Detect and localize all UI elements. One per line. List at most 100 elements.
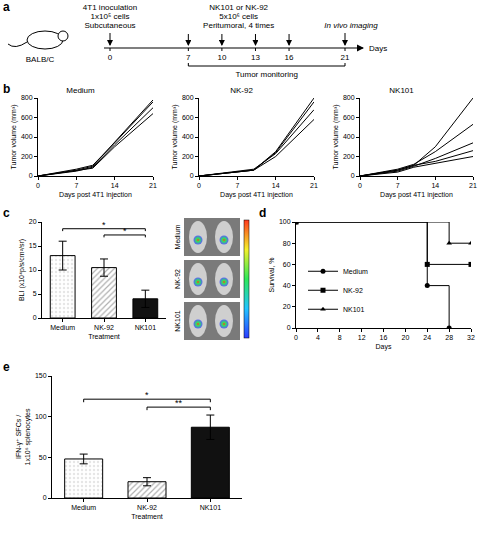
svg-text:7: 7: [235, 182, 239, 189]
svg-text:100: 100: [35, 413, 47, 420]
svg-text:NK-92: NK-92: [94, 324, 114, 331]
svg-text:Days post 4T1 injection: Days post 4T1 injection: [220, 191, 293, 199]
svg-text:7: 7: [186, 53, 191, 62]
svg-text:20: 20: [29, 218, 37, 225]
svg-text:7: 7: [396, 182, 400, 189]
svg-text:Survival, %: Survival, %: [268, 257, 275, 292]
svg-text:Days post 4T1 injection: Days post 4T1 injection: [380, 191, 453, 199]
svg-text:400: 400: [21, 133, 33, 140]
svg-text:80: 80: [283, 240, 291, 247]
svg-text:0: 0: [197, 182, 201, 189]
html-text:d: d: [259, 206, 267, 220]
svg-text:0: 0: [108, 53, 113, 62]
svg-text:Days post 4T1 injection: Days post 4T1 injection: [59, 191, 132, 199]
svg-text:21: 21: [341, 53, 350, 62]
svg-text:Treatment: Treatment: [88, 333, 120, 340]
svg-text:BLI (x10⁴p/s/cm²/sr): BLI (x10⁴p/s/cm²/sr): [18, 239, 26, 301]
svg-text:21: 21: [310, 182, 318, 189]
svg-text:IFN-γ⁺ SFCs /1x10⁶ splenocytes: IFN-γ⁺ SFCs /1x10⁶ splenocytes: [15, 408, 32, 465]
svg-text:Subcutaneous: Subcutaneous: [84, 21, 135, 30]
svg-text:14: 14: [111, 182, 119, 189]
svg-text:NK101: NK101: [135, 324, 157, 331]
svg-text:NK101 or NK-92: NK101 or NK-92: [209, 3, 268, 12]
svg-text:14: 14: [431, 182, 439, 189]
svg-text:800: 800: [182, 94, 194, 101]
svg-text:200: 200: [21, 153, 33, 160]
svg-text:21: 21: [149, 182, 157, 189]
svg-text:**: **: [175, 398, 183, 408]
svg-text:NK-92: NK-92: [343, 287, 363, 294]
svg-text:*: *: [123, 226, 127, 236]
svg-text:40: 40: [283, 282, 291, 289]
svg-text:20: 20: [401, 334, 409, 341]
svg-text:0: 0: [33, 314, 37, 321]
svg-text:0: 0: [287, 324, 291, 331]
svg-text:0: 0: [358, 182, 362, 189]
svg-text:10: 10: [217, 53, 226, 62]
svg-text:60: 60: [283, 261, 291, 268]
svg-text:0: 0: [294, 334, 298, 341]
svg-text:5: 5: [33, 290, 37, 297]
svg-text:Medium: Medium: [50, 324, 75, 331]
svg-text:NK101: NK101: [174, 310, 181, 332]
svg-text:NK-92: NK-92: [174, 269, 181, 289]
svg-text:0: 0: [351, 172, 355, 179]
svg-text:800: 800: [343, 94, 355, 101]
svg-text:100: 100: [279, 218, 291, 225]
svg-text:15: 15: [29, 242, 37, 249]
svg-text:Tumor volume (mm³): Tumor volume (mm³): [10, 104, 18, 169]
svg-text:0: 0: [29, 172, 33, 179]
svg-text:Medium: Medium: [66, 86, 95, 95]
svg-text:14: 14: [272, 182, 280, 189]
svg-text:Days: Days: [369, 44, 387, 53]
svg-text:7: 7: [74, 182, 78, 189]
svg-text:Tumor volume (mm³): Tumor volume (mm³): [332, 104, 340, 169]
svg-text:Medium: Medium: [174, 224, 181, 249]
svg-text:NK-92: NK-92: [230, 86, 253, 95]
svg-text:In vivo imaging: In vivo imaging: [324, 21, 378, 30]
svg-text:Medium: Medium: [343, 268, 368, 275]
svg-text:28: 28: [445, 334, 453, 341]
svg-text:10: 10: [29, 266, 37, 273]
svg-text:16: 16: [285, 53, 294, 62]
svg-text:NK101: NK101: [200, 504, 222, 511]
svg-text:32: 32: [467, 334, 475, 341]
svg-text:*: *: [145, 390, 149, 400]
svg-text:*: *: [102, 220, 106, 230]
svg-text:400: 400: [182, 133, 194, 140]
svg-text:50: 50: [39, 454, 47, 461]
svg-text:5x10⁶ cells: 5x10⁶ cells: [219, 12, 258, 21]
svg-text:Medium: Medium: [71, 504, 96, 511]
svg-text:1x10⁵ cells: 1x10⁵ cells: [91, 12, 130, 21]
svg-text:0: 0: [36, 182, 40, 189]
svg-text:4: 4: [316, 334, 320, 341]
svg-text:0: 0: [190, 172, 194, 179]
svg-text:Tumor volume (mm³): Tumor volume (mm³): [171, 104, 179, 169]
svg-text:NK101: NK101: [389, 86, 414, 95]
svg-text:BALB/C: BALB/C: [26, 55, 55, 64]
svg-text:800: 800: [21, 94, 33, 101]
svg-text:NK101: NK101: [343, 306, 365, 313]
svg-text:4T1 inoculation: 4T1 inoculation: [83, 3, 137, 12]
svg-text:Treatment: Treatment: [131, 513, 163, 520]
svg-text:16: 16: [380, 334, 388, 341]
svg-text:20: 20: [283, 303, 291, 310]
svg-text:600: 600: [343, 114, 355, 121]
svg-text:200: 200: [343, 153, 355, 160]
svg-text:0: 0: [43, 494, 47, 501]
svg-text:24: 24: [423, 334, 431, 341]
svg-text:400: 400: [343, 133, 355, 140]
svg-text:600: 600: [21, 114, 33, 121]
svg-text:200: 200: [182, 153, 194, 160]
svg-text:8: 8: [338, 334, 342, 341]
svg-text:12: 12: [358, 334, 366, 341]
html-text:b: b: [3, 82, 11, 96]
svg-text:Tumor monitoring: Tumor monitoring: [235, 70, 297, 79]
svg-text:Peritumoral, 4 times: Peritumoral, 4 times: [203, 21, 274, 30]
svg-text:600: 600: [182, 114, 194, 121]
svg-text:Days: Days: [376, 343, 392, 351]
svg-text:150: 150: [35, 372, 47, 379]
svg-text:13: 13: [251, 53, 260, 62]
svg-text:NK-92: NK-92: [137, 504, 157, 511]
svg-text:21: 21: [469, 182, 477, 189]
